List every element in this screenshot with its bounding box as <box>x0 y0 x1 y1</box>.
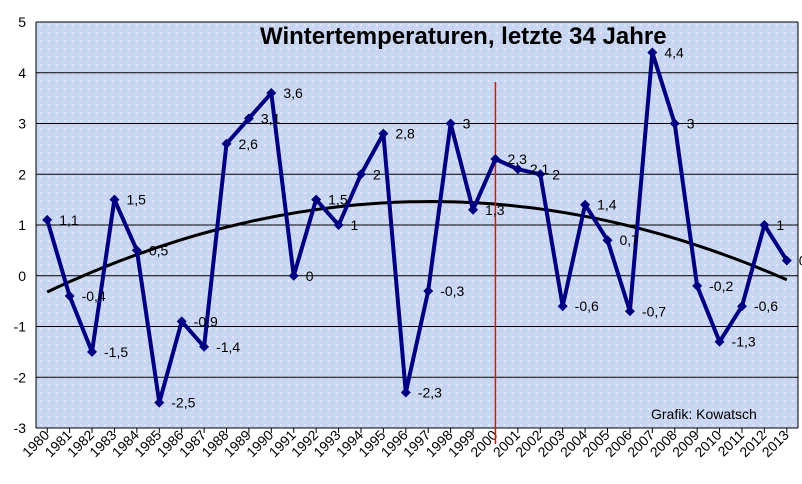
data-label: 2,1 <box>530 161 550 177</box>
data-point <box>400 387 411 398</box>
data-label: 2,8 <box>395 126 415 142</box>
data-label: 1 <box>351 217 359 233</box>
series-line <box>45 50 789 405</box>
data-point <box>736 301 747 312</box>
data-point <box>378 128 389 139</box>
data-label: -0,9 <box>194 313 218 329</box>
data-point <box>490 154 501 165</box>
data-point <box>535 169 546 180</box>
data-point <box>423 285 434 296</box>
data-point <box>355 169 366 180</box>
data-label: -0,7 <box>642 303 666 319</box>
trend-curve <box>46 199 788 294</box>
data-label: 2 <box>373 166 381 182</box>
data-point <box>333 220 344 230</box>
data-point <box>781 255 792 266</box>
data-point <box>692 280 703 291</box>
y-tick-label: 3 <box>18 116 26 132</box>
chart-title: Wintertemperaturen, letzte 34 Jahre <box>260 23 667 50</box>
data-point <box>512 164 523 175</box>
data-point <box>87 346 98 357</box>
data-label: 2,3 <box>507 151 527 167</box>
y-tick-label: 5 <box>18 14 26 30</box>
data-label: -2,3 <box>418 384 442 400</box>
data-label: 0,3 <box>799 253 802 269</box>
credit-text: Grafik: Kowatsch <box>651 406 757 422</box>
data-point <box>64 291 75 302</box>
data-label: 1,1 <box>59 212 79 228</box>
data-label: -1,5 <box>104 344 128 360</box>
grid-lines <box>35 21 799 429</box>
y-tick-label: 4 <box>18 65 26 81</box>
data-point <box>445 118 456 129</box>
data-label: 3 <box>687 116 695 132</box>
data-label: 4,4 <box>664 44 684 60</box>
y-tick-label: -3 <box>14 420 27 436</box>
data-point <box>131 245 142 256</box>
data-label: 0,5 <box>149 242 169 258</box>
data-point <box>221 138 232 149</box>
data-label: 2,6 <box>239 136 259 152</box>
data-label: -0,3 <box>440 283 464 299</box>
data-labels: 1,1 -0,4 -1,5 1,5 0,5 -2,5 -0,9 -1,4 2,63,13,6 0 1… <box>59 44 802 410</box>
data-point <box>468 204 479 215</box>
y-tick-label: 0 <box>18 268 26 284</box>
data-label: 1,4 <box>597 197 617 213</box>
y-tick-label: -2 <box>14 369 27 385</box>
data-label: 3,1 <box>261 110 281 126</box>
data-label: 1,5 <box>328 192 348 208</box>
y-axis-ticks: -3 -2 -1 0 1 2 3 4 5 <box>14 14 27 436</box>
y-tick-label: 1 <box>18 217 26 233</box>
data-label: -0,6 <box>575 298 599 314</box>
data-label: 1 <box>776 217 784 233</box>
data-point <box>580 199 591 210</box>
data-point <box>669 118 680 129</box>
data-label: -0,6 <box>754 298 778 314</box>
data-point <box>199 341 210 352</box>
data-point <box>243 113 254 124</box>
data-label: 3,6 <box>283 85 303 101</box>
data-point <box>647 47 658 58</box>
data-point <box>714 336 725 347</box>
data-point <box>624 306 635 317</box>
data-label: 3 <box>463 116 471 132</box>
temperature-line <box>45 50 789 405</box>
data-point <box>602 235 613 246</box>
data-point <box>759 220 770 230</box>
data-point <box>311 194 322 205</box>
data-point <box>288 270 299 281</box>
data-label: 0 <box>306 268 314 284</box>
data-label: -0,4 <box>82 288 106 304</box>
data-point <box>266 88 277 99</box>
data-point <box>176 316 187 327</box>
data-label: -1,3 <box>732 334 756 350</box>
y-tick-label: -1 <box>14 319 27 335</box>
x-axis-ticks: 1980198119821983198419851986198719881989… <box>19 427 792 460</box>
data-point <box>557 301 568 312</box>
data-label: 2 <box>552 166 560 182</box>
data-label: 1,3 <box>485 202 505 218</box>
data-label: 0,7 <box>620 232 640 248</box>
data-point <box>154 397 165 408</box>
data-label: -0,2 <box>709 278 733 294</box>
y-tick-label: 2 <box>18 166 26 182</box>
data-point <box>42 214 53 225</box>
data-label: -2,5 <box>171 395 195 411</box>
data-points <box>42 47 792 408</box>
trend-line <box>46 199 788 294</box>
data-point <box>109 194 120 205</box>
data-label: 1,5 <box>126 192 146 208</box>
data-label: -1,4 <box>216 339 240 355</box>
